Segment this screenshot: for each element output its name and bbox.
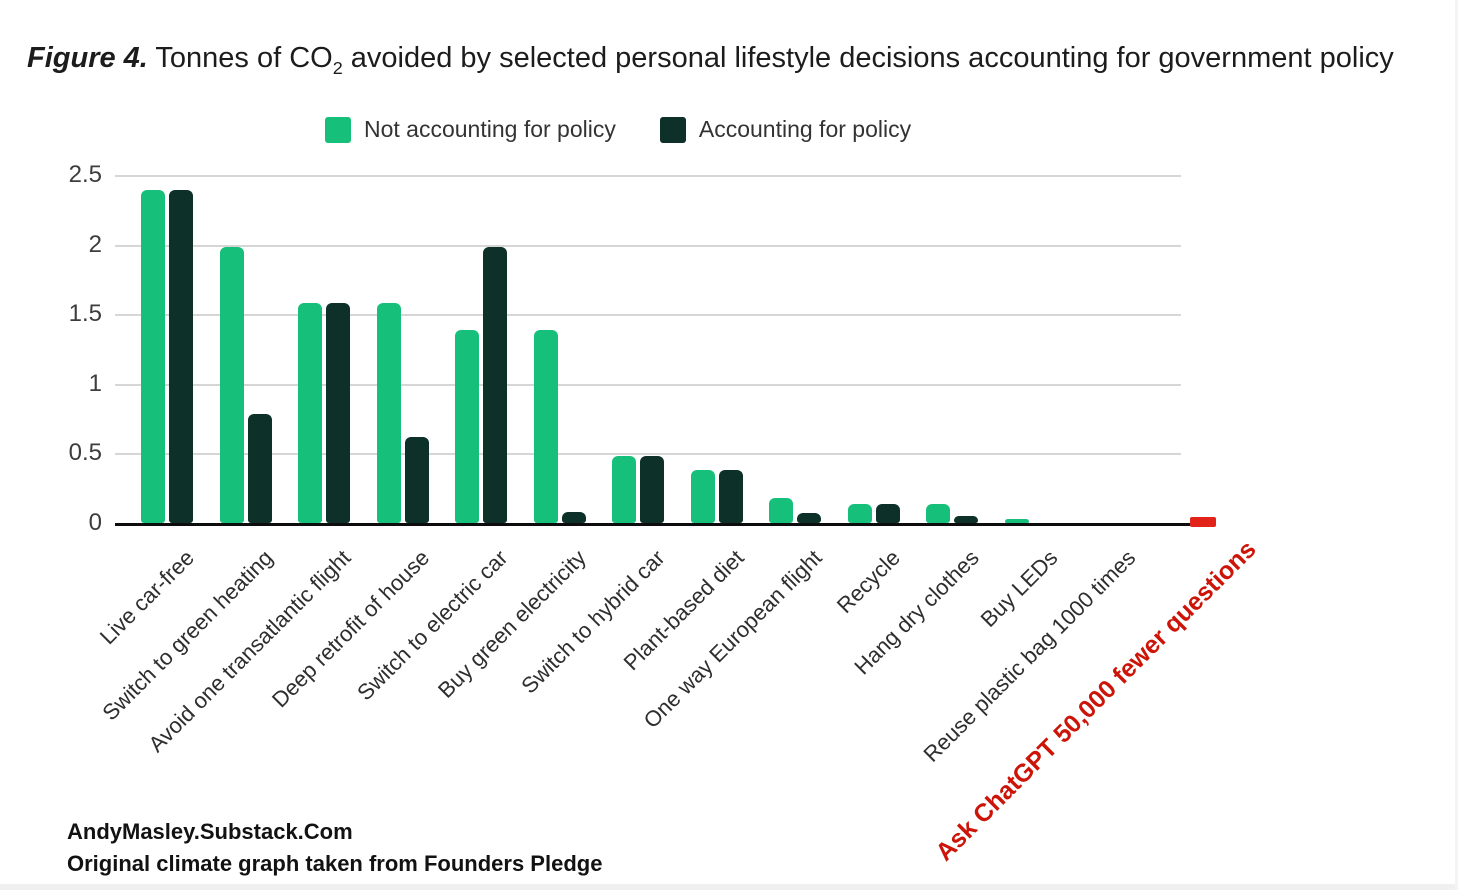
category-label: Buy green electricity bbox=[433, 545, 592, 703]
title-text-after-sub: avoided by selected personal lifestyle d… bbox=[342, 42, 1394, 74]
y-tick-label: 0 bbox=[88, 509, 102, 536]
bar-ask-chatgpt-annotation bbox=[1189, 517, 1216, 527]
chart-legend: Not accounting for policy Accounting for… bbox=[325, 116, 911, 143]
title-subscript: 2 bbox=[332, 57, 343, 78]
bar-not-accounting-for-policy bbox=[533, 329, 558, 523]
bar-not-accounting-for-policy bbox=[141, 190, 165, 523]
figure-label: Figure 4. bbox=[27, 42, 148, 74]
bar-not-accounting-for-policy bbox=[298, 303, 322, 523]
legend-item-policy: Accounting for policy bbox=[659, 116, 912, 143]
bar-accounting-for-policy bbox=[326, 303, 350, 523]
legend-label-not-policy: Not accounting for policy bbox=[364, 116, 616, 142]
legend-item-not-policy: Not accounting for policy bbox=[325, 116, 616, 143]
bar-accounting-for-policy bbox=[247, 414, 272, 523]
bar-accounting-for-policy bbox=[561, 511, 586, 523]
legend-swatch-not-policy bbox=[325, 116, 351, 143]
bar-accounting-for-policy bbox=[718, 470, 743, 523]
y-tick-label: 2 bbox=[88, 230, 102, 258]
footer-credit-line: Original climate graph taken from Founde… bbox=[67, 851, 603, 876]
legend-label-policy: Accounting for policy bbox=[698, 116, 912, 142]
bar-accounting-for-policy bbox=[875, 503, 900, 523]
bar-accounting-for-policy bbox=[640, 456, 664, 523]
gridline bbox=[115, 453, 1181, 456]
bar-not-accounting-for-policy bbox=[1004, 518, 1029, 523]
title-text-before-sub: Tonnes of CO bbox=[147, 42, 333, 74]
bar-not-accounting-for-policy bbox=[769, 497, 793, 523]
chart-footer: AndyMasley.Substack.Com Original climate… bbox=[67, 816, 602, 880]
right-edge-strip bbox=[1455, 0, 1458, 890]
gridline bbox=[115, 175, 1181, 177]
category-label: Switch to electric car bbox=[352, 545, 513, 706]
y-tick-label: 1.5 bbox=[68, 300, 102, 328]
bar-accounting-for-policy bbox=[954, 516, 978, 523]
bar-not-accounting-for-policy bbox=[219, 247, 244, 523]
bar-not-accounting-for-policy bbox=[455, 329, 479, 523]
bar-not-accounting-for-policy bbox=[847, 503, 872, 523]
y-tick-label: 0.5 bbox=[68, 439, 102, 467]
y-tick-label: 2.5 bbox=[68, 161, 102, 188]
bar-not-accounting-for-policy bbox=[612, 456, 636, 523]
category-label: Switch to hybrid car bbox=[516, 545, 670, 699]
gridline bbox=[115, 383, 1181, 386]
gridline bbox=[115, 314, 1181, 317]
figure-title: Figure 4. Tonnes of CO2 avoided by selec… bbox=[27, 42, 1394, 79]
y-tick-label: 1 bbox=[88, 369, 102, 397]
bar-not-accounting-for-policy bbox=[376, 303, 401, 523]
bar-not-accounting-for-policy bbox=[926, 503, 950, 523]
bar-not-accounting-for-policy bbox=[690, 470, 715, 523]
legend-swatch-policy bbox=[659, 116, 686, 143]
gridline bbox=[115, 244, 1181, 247]
bottom-edge-strip bbox=[0, 884, 1458, 890]
bar-accounting-for-policy bbox=[483, 247, 507, 523]
category-label: Recycle bbox=[832, 545, 906, 619]
footer-source-line: AndyMasley.Substack.Com bbox=[67, 819, 353, 844]
bar-accounting-for-policy bbox=[169, 190, 193, 523]
x-axis-line bbox=[115, 523, 1214, 526]
bar-accounting-for-policy bbox=[404, 436, 429, 523]
bar-accounting-for-policy bbox=[797, 513, 821, 523]
